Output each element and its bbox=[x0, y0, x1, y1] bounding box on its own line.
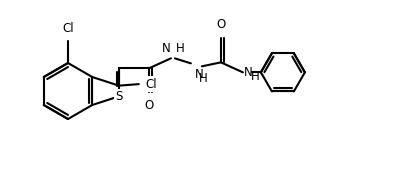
Text: H: H bbox=[199, 72, 208, 85]
Text: O: O bbox=[216, 18, 226, 31]
Text: S: S bbox=[115, 90, 122, 103]
Text: N: N bbox=[244, 66, 253, 79]
Text: N: N bbox=[195, 68, 204, 81]
Text: N: N bbox=[162, 42, 171, 55]
Text: H: H bbox=[251, 70, 259, 83]
Text: O: O bbox=[144, 99, 153, 112]
Text: H: H bbox=[176, 42, 185, 55]
Text: Cl: Cl bbox=[62, 22, 74, 35]
Text: Cl: Cl bbox=[146, 78, 157, 91]
